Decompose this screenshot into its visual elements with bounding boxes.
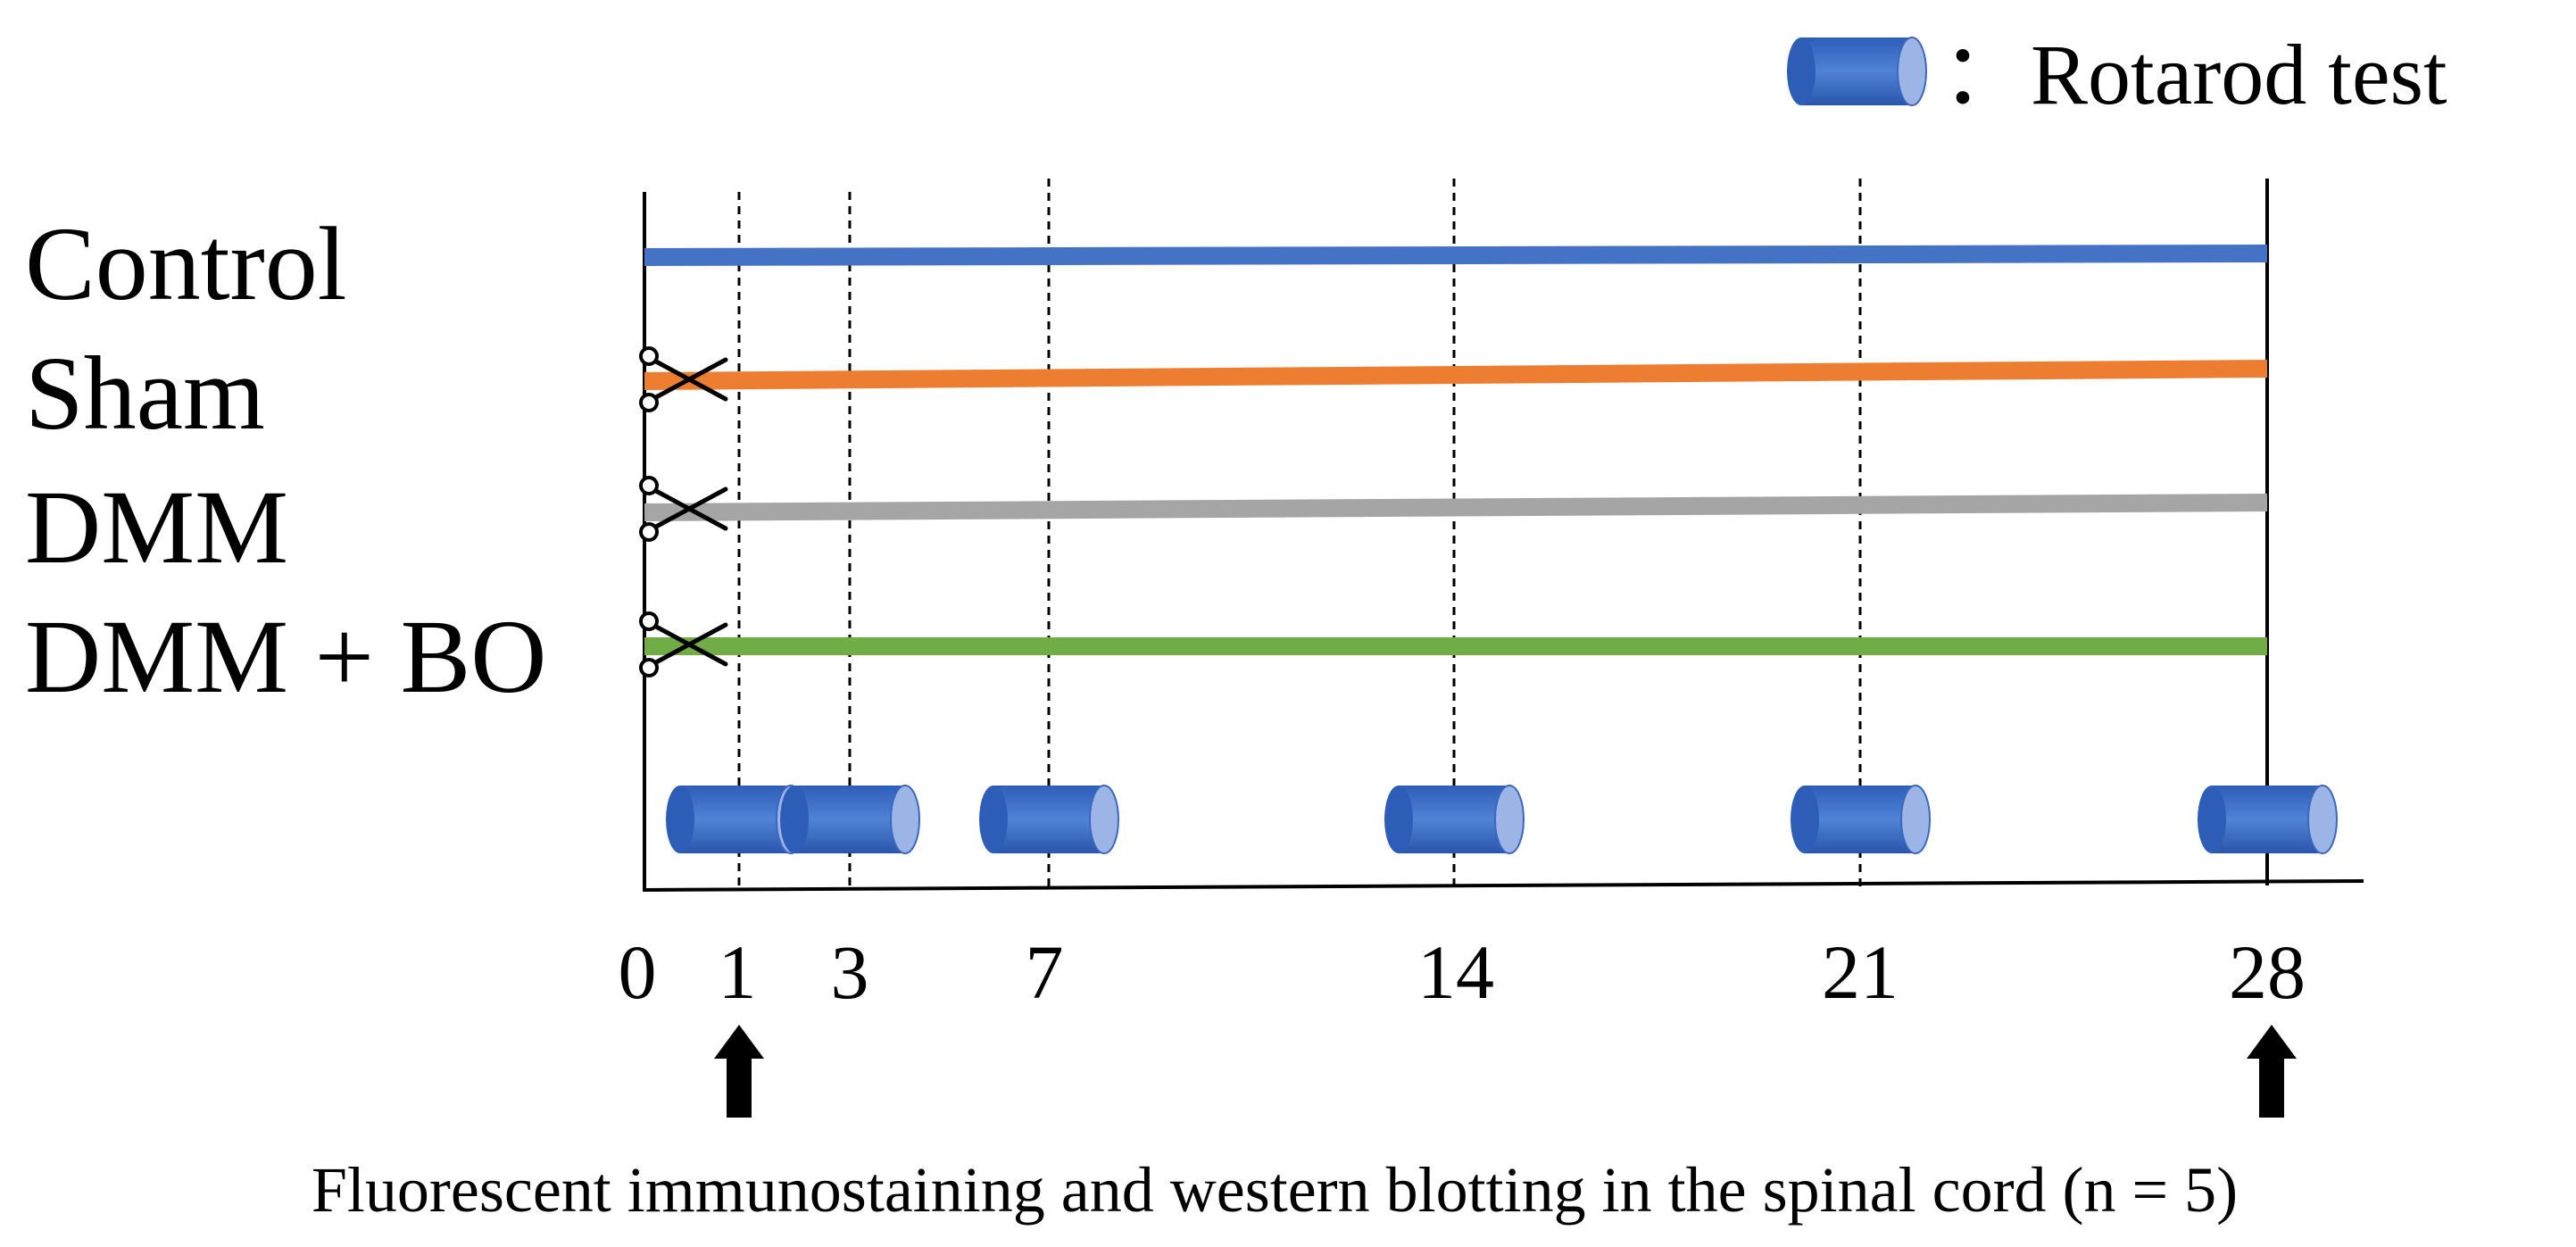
group-labels: Control Sham DMM DMM + BO [25, 205, 547, 715]
bar-control [644, 245, 2268, 266]
group-label-sham: Sham [25, 335, 265, 452]
sampling-arrows [714, 1025, 2297, 1118]
cylinder-icon [1384, 785, 1525, 854]
tick-label: 1 [719, 929, 757, 1015]
caption: Fluorescent immunostaining and western b… [312, 1154, 2238, 1226]
tick-label: 21 [1822, 929, 1899, 1015]
group-label-dmm-bo: DMM + BO [25, 598, 547, 715]
tick-label: 0 [619, 929, 657, 1015]
x-axis [642, 879, 2364, 892]
tick-label: 7 [1026, 929, 1064, 1015]
rotarod-markers [665, 785, 2338, 854]
tick-labels: 0 1 3 7 14 21 28 [619, 929, 2306, 1015]
cylinder-icon [978, 785, 1119, 854]
legend: ： Rotarod test [1786, 27, 2447, 122]
up-arrow-icon [714, 1025, 764, 1118]
cylinder-icon [1786, 37, 1927, 106]
legend-separator: ： [1941, 27, 2027, 122]
up-arrow-icon [2247, 1025, 2297, 1118]
cylinder-icon [1790, 785, 1931, 854]
day-guides [737, 179, 1862, 890]
group-label-control: Control [25, 205, 347, 322]
legend-label: Rotarod test [2031, 27, 2447, 122]
cylinder-icon [779, 785, 920, 854]
cylinder-icon [2197, 785, 2338, 854]
group-label-dmm: DMM [25, 469, 288, 586]
bar-sham [644, 360, 2268, 390]
bar-dmm [644, 494, 2268, 521]
group-bars [644, 245, 2268, 655]
tick-label: 28 [2229, 929, 2306, 1015]
tick-label: 3 [831, 929, 869, 1015]
tick-label: 14 [1417, 929, 1494, 1015]
